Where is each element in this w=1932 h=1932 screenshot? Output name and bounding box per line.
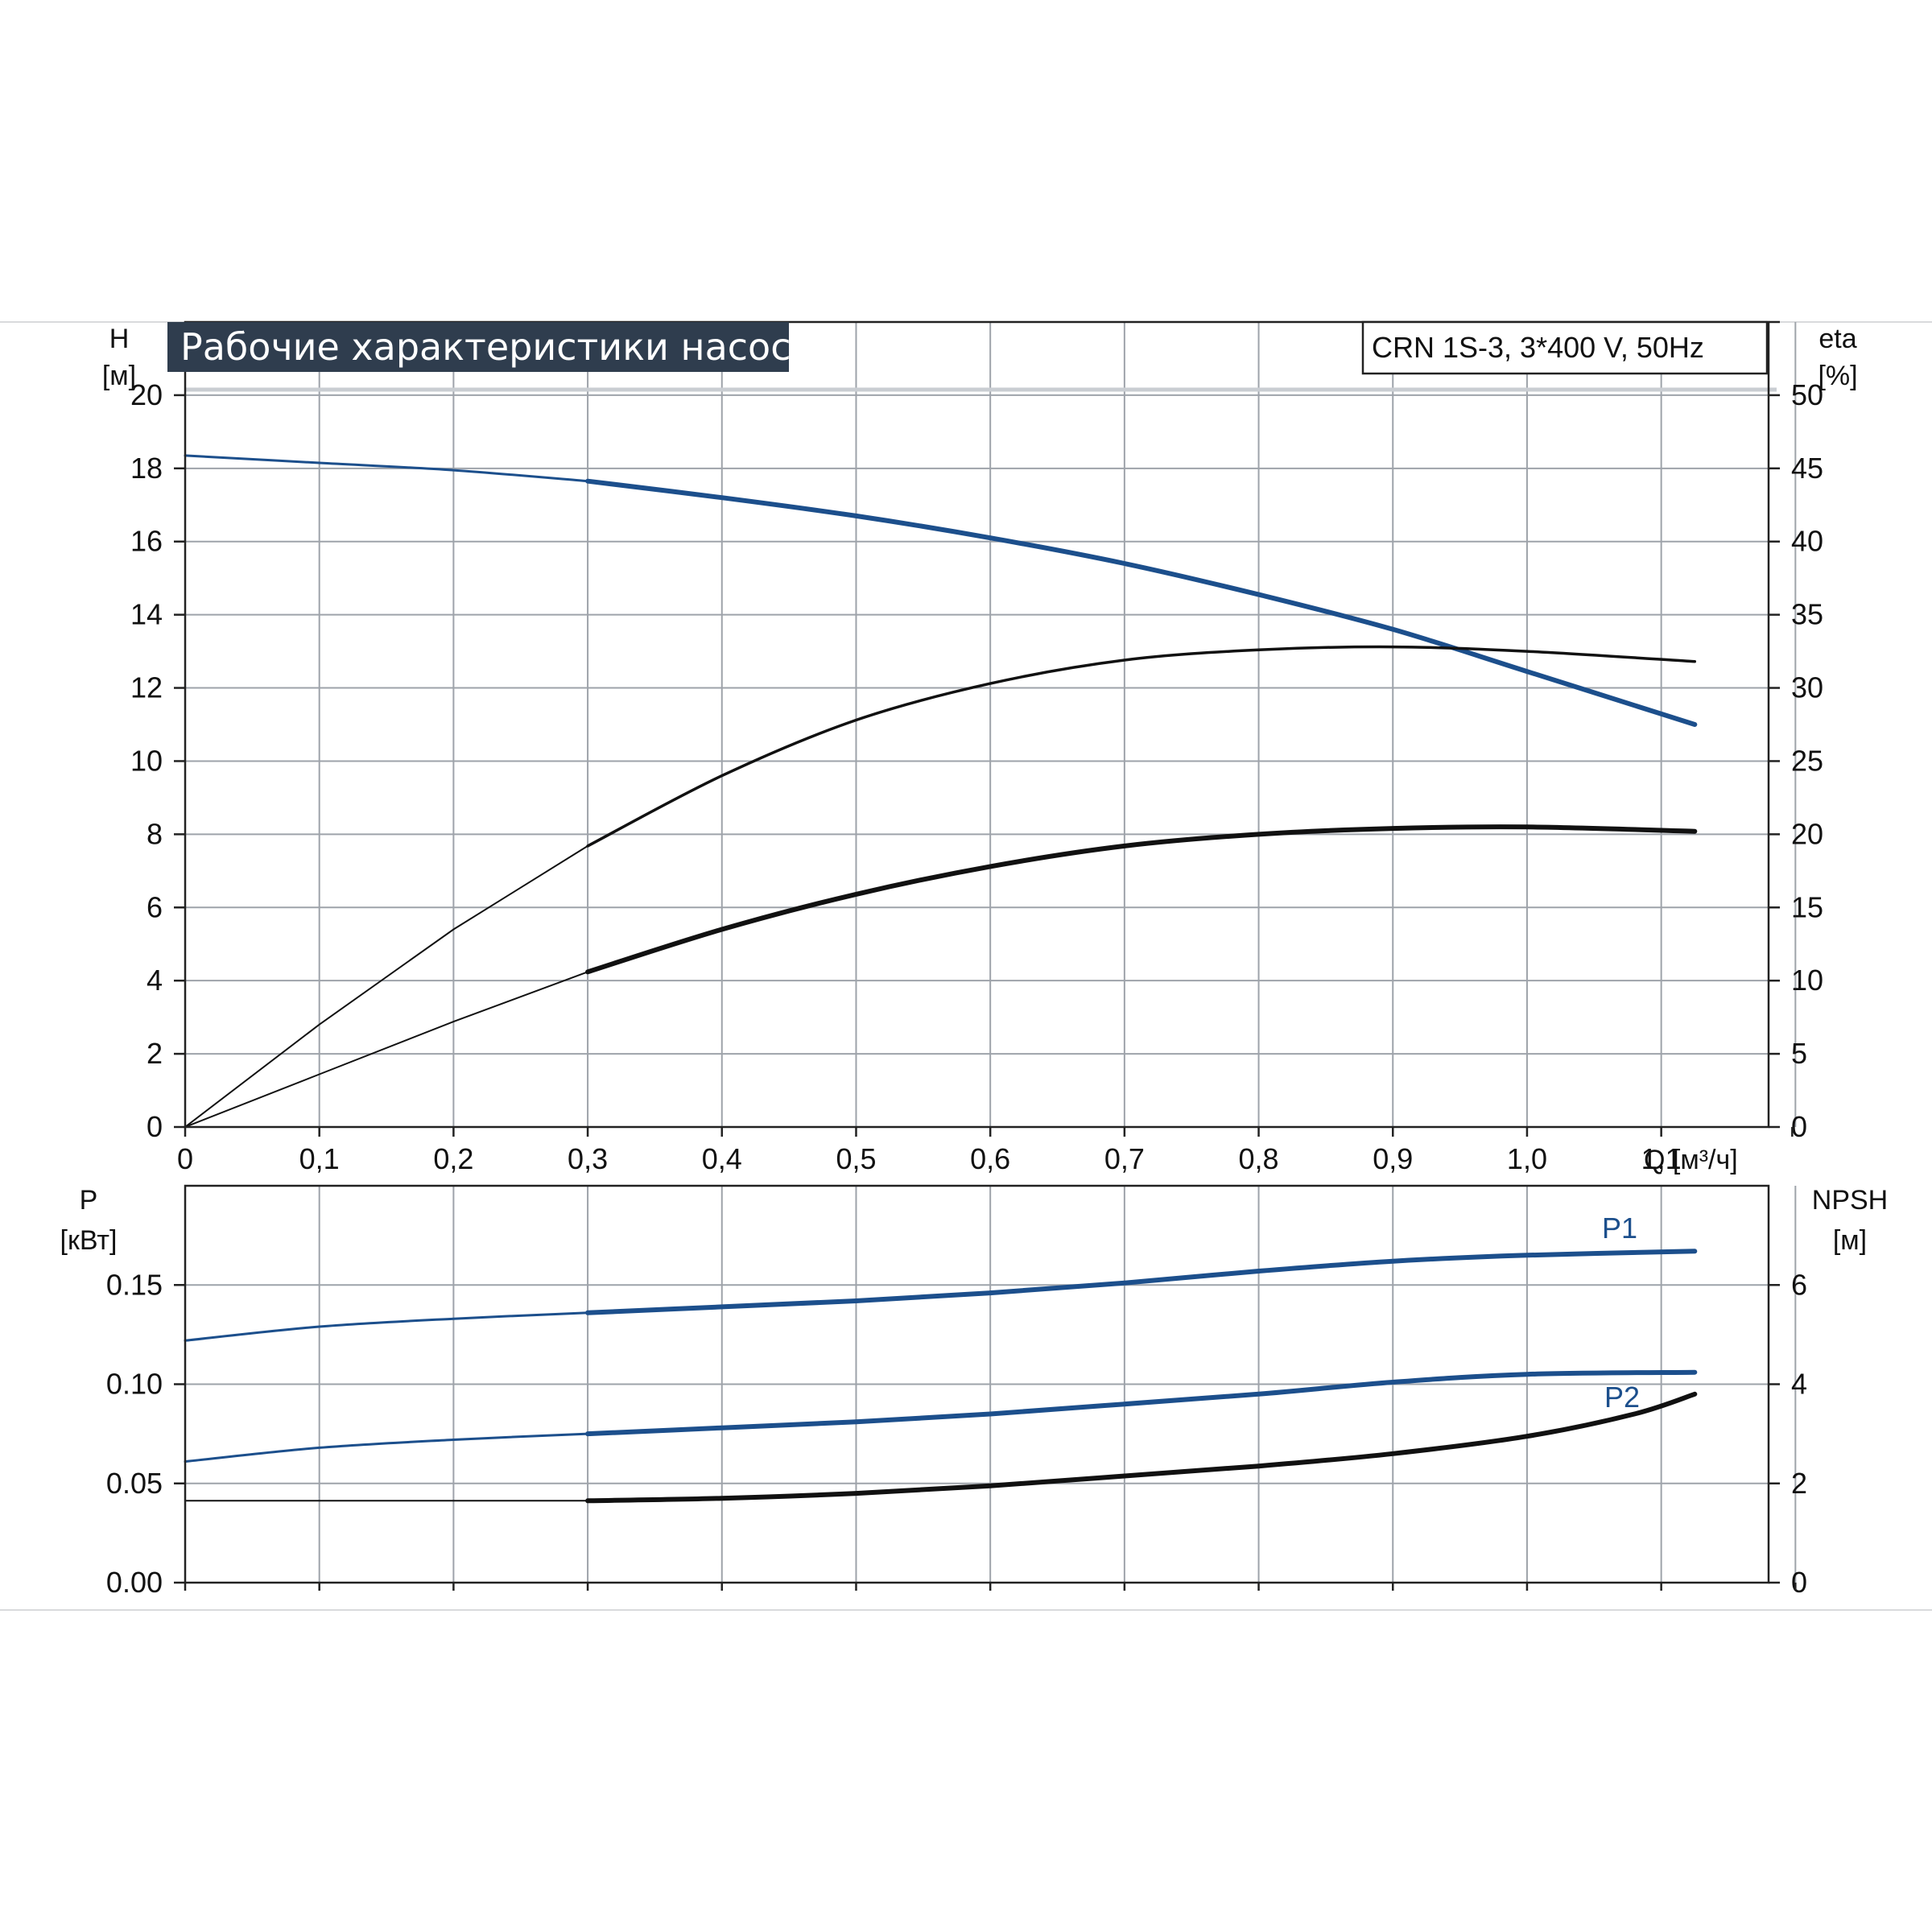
head-tick-label: 20 — [130, 378, 163, 411]
efficiency-tick-label: 20 — [1791, 817, 1823, 850]
npsh-tick-label: 6 — [1791, 1268, 1807, 1301]
efficiency-axis-symbol: eta — [1818, 324, 1856, 354]
efficiency-tick-label: 15 — [1791, 890, 1823, 923]
efficiency-axis-unit: [%] — [1818, 361, 1857, 391]
p2-curve-label: P2 — [1604, 1381, 1640, 1414]
flow-axis-label: Q [м³/ч] — [1644, 1145, 1738, 1175]
top-chart-ticks: 0 2 4 6 8 10 12 14 16 18 20 0 5 10 15 20 25 30 35 40 45 50 0 0,… — [130, 320, 1823, 1175]
power-tick-label: 0.00 — [106, 1566, 163, 1599]
model-box — [1361, 320, 1769, 375]
top-chart-grid — [185, 322, 1797, 1127]
flow-tick-label: 0 — [177, 1142, 193, 1175]
power-tick-label: 0.15 — [106, 1268, 163, 1301]
npsh-axis-symbol: NPSH — [1812, 1185, 1888, 1216]
bottom-chart-grid — [185, 1186, 1797, 1583]
top-chart-curves — [184, 454, 1698, 1128]
flow-tick-label: 0,1 — [299, 1142, 340, 1175]
bottom-curve-0 — [585, 1249, 1698, 1315]
flow-tick-label: 0,2 — [433, 1142, 473, 1175]
head-tick-label: 8 — [147, 817, 163, 850]
head-tick-label: 6 — [147, 890, 163, 923]
flow-tick-label: 0,6 — [970, 1142, 1010, 1175]
bottom-curve-1 — [585, 1369, 1698, 1437]
head-tick-label: 0 — [147, 1110, 163, 1143]
efficiency-tick-label: 25 — [1791, 744, 1823, 777]
top-curve-1 — [586, 645, 1697, 848]
top-chart-frame — [184, 320, 1770, 1129]
p1-curve-label: P1 — [1602, 1212, 1637, 1245]
head-axis-symbol: H — [109, 324, 130, 354]
top-curve-1-low-flow — [184, 844, 589, 1128]
npsh-tick-label: 4 — [1791, 1368, 1807, 1401]
power-axis-unit: [кВт] — [60, 1225, 118, 1256]
bottom-curve-2 — [585, 1391, 1698, 1504]
head-axis-unit: [м] — [102, 361, 136, 391]
bottom-chart-frame — [184, 1184, 1770, 1584]
efficiency-tick-label: 0 — [1791, 1110, 1807, 1143]
flow-tick-label: 0,7 — [1104, 1142, 1145, 1175]
top-curve-0-low-flow — [184, 454, 589, 483]
model-label: CRN 1S-3, 3*400 V, 50Hz — [1372, 331, 1704, 364]
flow-tick-label: 0,9 — [1373, 1142, 1413, 1175]
npsh-tick-label: 2 — [1791, 1467, 1807, 1500]
power-axis-symbol: P — [80, 1185, 98, 1216]
top-curve-2-low-flow — [184, 971, 589, 1128]
head-tick-label: 16 — [130, 525, 163, 558]
power-tick-label: 0.05 — [106, 1467, 163, 1500]
head-tick-label: 2 — [147, 1037, 163, 1070]
head-tick-label: 4 — [147, 964, 163, 997]
efficiency-tick-label: 40 — [1791, 525, 1823, 558]
flow-tick-label: 0,5 — [836, 1142, 876, 1175]
head-tick-label: 14 — [130, 598, 163, 631]
power-tick-label: 0.10 — [106, 1368, 163, 1401]
top-curve-0 — [585, 478, 1698, 727]
flow-tick-label: 1,1 — [1641, 1142, 1682, 1175]
head-tick-label: 10 — [130, 744, 163, 777]
title-badge — [167, 322, 789, 372]
bottom-curve-0-low-flow — [184, 1311, 589, 1342]
npsh-tick-label: 0 — [1791, 1566, 1807, 1599]
flow-tick-label: 1,0 — [1507, 1142, 1547, 1175]
efficiency-tick-label: 30 — [1791, 671, 1823, 704]
chart-title: Рабочие характеристики насоса — [180, 325, 814, 369]
npsh-axis-unit: [м] — [1833, 1225, 1867, 1256]
bottom-curve-1-low-flow — [184, 1432, 589, 1463]
flow-tick-label: 0,4 — [702, 1142, 742, 1175]
efficiency-tick-label: 5 — [1791, 1037, 1807, 1070]
efficiency-tick-label: 45 — [1791, 452, 1823, 485]
flow-tick-label: 0,3 — [568, 1142, 608, 1175]
bottom-chart-ticks: 0.00 0.05 0.10 0.15 0 2 4 6 — [106, 1268, 1807, 1599]
head-tick-label: 18 — [130, 452, 163, 485]
efficiency-tick-label: 50 — [1791, 378, 1823, 411]
efficiency-tick-label: 35 — [1791, 598, 1823, 631]
flow-tick-label: 0,8 — [1239, 1142, 1279, 1175]
top-curve-2 — [585, 824, 1698, 975]
head-tick-label: 12 — [130, 671, 163, 704]
efficiency-tick-label: 10 — [1791, 964, 1823, 997]
bottom-chart-curves — [184, 1249, 1698, 1504]
